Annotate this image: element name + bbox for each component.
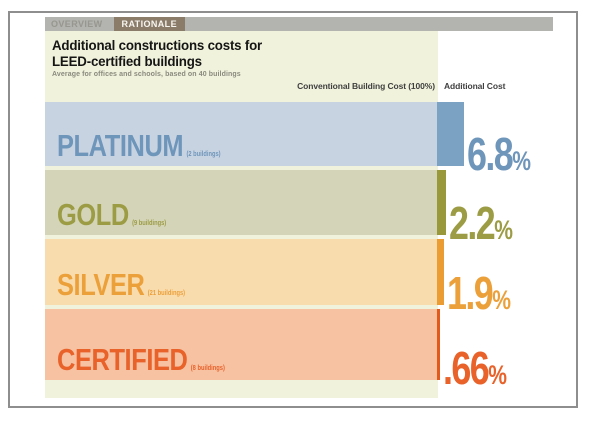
building-count: (9 buildings) <box>132 220 167 227</box>
column-header-additional: Additional Cost <box>444 81 506 91</box>
column-header-conventional: Conventional Building Cost (100%) <box>297 81 435 91</box>
bar-row-certified: CERTIFIED (8 buildings) <box>45 309 437 380</box>
building-count: (21 buildings) <box>147 290 186 297</box>
percent-sign: % <box>512 146 531 176</box>
value-number: 1.9 <box>447 267 494 319</box>
category-label: PLATINUM <box>57 128 184 163</box>
tab-bar: OVERVIEW RATIONALE <box>45 17 553 31</box>
percent-sign: % <box>492 285 511 315</box>
category-label: GOLD <box>57 197 129 232</box>
row-label: GOLD (9 buildings) <box>57 199 166 230</box>
building-count: (8 buildings) <box>190 365 225 372</box>
additional-cost-bar-platinum <box>437 102 464 166</box>
value-number: 2.2 <box>449 197 496 249</box>
value-label-gold: 2.2% <box>449 200 513 246</box>
value-number: 6.8 <box>467 128 514 180</box>
value-label-platinum: 6.8% <box>467 131 531 177</box>
bar-row-silver: SILVER (21 buildings) <box>45 239 437 305</box>
building-count: (2 buildings) <box>186 151 221 158</box>
value-number: .66 <box>443 342 490 394</box>
tab-rationale[interactable]: RATIONALE <box>113 17 185 31</box>
value-label-certified: .66% <box>443 345 507 391</box>
bar-row-gold: GOLD (9 buildings) <box>45 170 437 235</box>
percent-sign: % <box>488 360 507 390</box>
chart-subtitle: Average for offices and schools, based o… <box>52 71 241 78</box>
category-label: CERTIFIED <box>57 342 188 377</box>
chart-title-line2: LEED-certified buildings <box>52 53 202 69</box>
additional-cost-bar-silver <box>437 239 444 305</box>
additional-cost-bar-certified <box>437 309 440 380</box>
percent-sign: % <box>494 215 513 245</box>
row-label: PLATINUM (2 buildings) <box>57 130 221 161</box>
value-label-silver: 1.9% <box>447 270 511 316</box>
row-label: CERTIFIED (8 buildings) <box>57 344 225 375</box>
bar-row-platinum: PLATINUM (2 buildings) <box>45 102 437 166</box>
additional-cost-bar-gold <box>437 170 446 235</box>
chart-title: Additional constructions costs for LEED-… <box>52 37 356 69</box>
row-label: SILVER (21 buildings) <box>57 269 185 300</box>
chart-title-line1: Additional constructions costs for <box>52 37 263 53</box>
tab-overview[interactable]: OVERVIEW <box>51 19 103 29</box>
category-label: SILVER <box>57 267 145 302</box>
